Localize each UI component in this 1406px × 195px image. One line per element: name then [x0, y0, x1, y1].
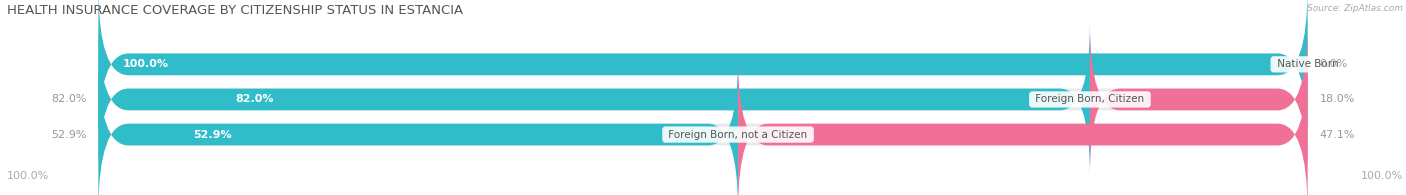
Text: Foreign Born, not a Citizen: Foreign Born, not a Citizen — [665, 129, 811, 140]
Text: 18.0%: 18.0% — [1320, 94, 1355, 105]
Text: Source: ZipAtlas.com: Source: ZipAtlas.com — [1308, 4, 1403, 13]
FancyBboxPatch shape — [98, 58, 1308, 195]
FancyBboxPatch shape — [1090, 23, 1308, 176]
FancyBboxPatch shape — [738, 58, 1308, 195]
Text: 82.0%: 82.0% — [236, 94, 274, 105]
Text: HEALTH INSURANCE COVERAGE BY CITIZENSHIP STATUS IN ESTANCIA: HEALTH INSURANCE COVERAGE BY CITIZENSHIP… — [7, 4, 463, 17]
Text: Native Born: Native Born — [1274, 59, 1341, 69]
FancyBboxPatch shape — [98, 23, 1090, 176]
Text: 47.1%: 47.1% — [1320, 129, 1355, 140]
Text: Foreign Born, Citizen: Foreign Born, Citizen — [1032, 94, 1147, 105]
Text: 52.9%: 52.9% — [193, 129, 232, 140]
FancyBboxPatch shape — [98, 23, 1308, 176]
Text: 82.0%: 82.0% — [51, 94, 86, 105]
FancyBboxPatch shape — [98, 58, 738, 195]
FancyBboxPatch shape — [98, 0, 1308, 141]
Text: 100.0%: 100.0% — [7, 171, 49, 181]
Text: 100.0%: 100.0% — [122, 59, 169, 69]
Text: 52.9%: 52.9% — [51, 129, 86, 140]
Text: 100.0%: 100.0% — [1361, 171, 1403, 181]
Text: 0.0%: 0.0% — [1320, 59, 1348, 69]
FancyBboxPatch shape — [98, 0, 1308, 141]
